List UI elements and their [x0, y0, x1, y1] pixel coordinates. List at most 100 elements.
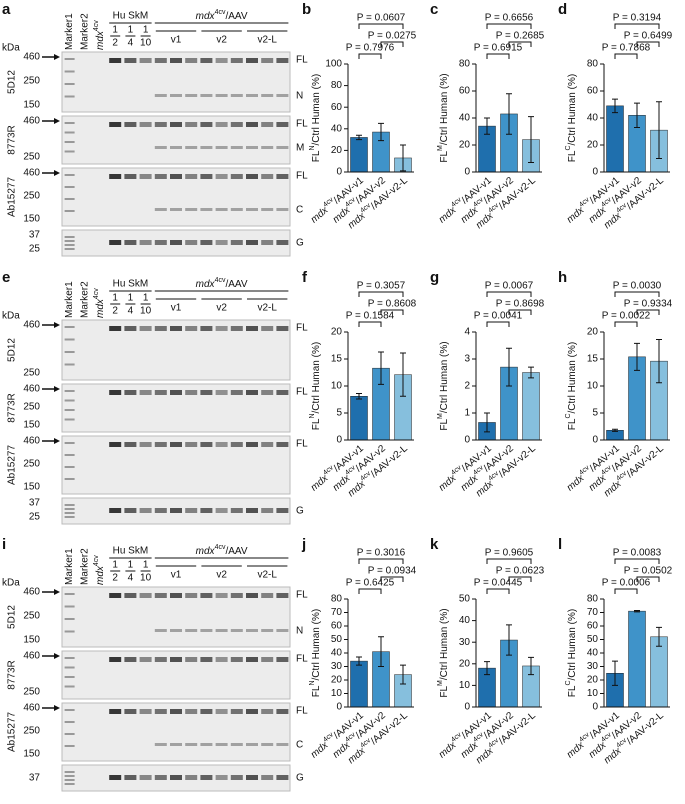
ladder-band	[64, 685, 75, 688]
p-value: P = 0.6656	[485, 13, 534, 24]
arrow-head	[54, 386, 60, 392]
fraction-den: 10	[140, 306, 152, 317]
error-bar	[528, 116, 534, 164]
ladder-band	[64, 666, 75, 669]
p-value: P = 0.9605	[485, 548, 534, 559]
band	[215, 390, 228, 395]
band	[200, 775, 213, 780]
kda-marker: 460	[23, 320, 40, 331]
p-value: P = 0.0275	[368, 31, 417, 42]
p-value: P = 0.0067	[485, 281, 534, 292]
ladder-band	[64, 131, 75, 134]
band	[276, 94, 289, 97]
y-axis-label-part: FL	[439, 685, 450, 697]
bar	[650, 636, 668, 708]
ladder-band	[64, 418, 75, 421]
band	[215, 593, 228, 598]
band	[109, 709, 122, 714]
y-tick-label: 60	[587, 86, 599, 97]
fraction-den: 4	[128, 306, 134, 317]
ladder-band	[64, 454, 75, 456]
lane-label: Marker2	[79, 13, 90, 50]
arrow-head	[54, 438, 60, 444]
lane-label-part: mdx	[95, 30, 106, 50]
error-bar	[656, 626, 662, 647]
y-tick-label: 30	[587, 661, 599, 672]
band	[200, 629, 213, 632]
p-value: P = 0.7868	[602, 43, 651, 54]
band	[276, 593, 289, 598]
band	[246, 146, 258, 149]
error-bar	[378, 122, 384, 142]
p-value: P = 0.3016	[357, 548, 406, 559]
fraction-den: 10	[140, 573, 152, 584]
band	[246, 775, 258, 780]
band	[109, 593, 122, 598]
band	[261, 94, 274, 97]
significance-bracket	[614, 23, 660, 29]
y-tick-label: 10	[587, 688, 599, 699]
band-label: FL	[296, 119, 308, 130]
kda-marker: 150	[23, 214, 40, 225]
ladder-band	[64, 326, 75, 328]
band	[230, 629, 243, 632]
band	[200, 593, 213, 598]
group-label: mdx4cv/AAV	[196, 277, 248, 289]
band	[124, 240, 137, 245]
fraction-num: 1	[112, 25, 118, 36]
band	[109, 775, 122, 780]
p-value: P = 0.0022	[602, 311, 651, 322]
band	[185, 326, 198, 331]
band-label: G	[296, 238, 304, 249]
y-axis-label: FLN/Ctrl Human (%)	[309, 74, 321, 162]
y-tick-label: 20	[587, 140, 599, 151]
panel-label: c	[430, 1, 438, 18]
band	[261, 58, 274, 63]
band	[276, 657, 289, 662]
y-axis-label-part: C	[565, 413, 572, 418]
y-tick-label: 4	[464, 327, 470, 338]
subgroup-label: v2-L	[257, 35, 277, 46]
band	[109, 58, 122, 63]
band	[276, 122, 289, 127]
band	[215, 629, 228, 632]
band	[124, 58, 137, 63]
band	[170, 208, 182, 211]
band	[185, 593, 198, 598]
band-label: FL	[296, 387, 308, 398]
kda-marker: 25	[29, 512, 41, 523]
band	[230, 743, 243, 746]
significance-bracket	[486, 321, 510, 327]
significance-bracket	[358, 53, 382, 59]
ladder-band	[64, 442, 75, 444]
band	[276, 442, 289, 447]
band	[200, 709, 213, 714]
error-bar	[506, 93, 512, 135]
y-axis-label-part: /Ctrl Human (%)	[311, 609, 322, 681]
ladder-band	[64, 618, 75, 620]
panel-label: f	[302, 269, 308, 286]
lane-label: Marker1	[64, 281, 75, 318]
significance-bracket	[358, 23, 404, 29]
error-bar	[506, 624, 512, 656]
ladder-band	[64, 504, 75, 506]
significance-bracket	[636, 576, 660, 582]
significance-bracket	[614, 291, 660, 297]
kda-marker: 460	[23, 168, 40, 179]
band	[200, 146, 213, 149]
ladder-band	[64, 248, 75, 250]
kda-label: kDa	[2, 578, 20, 589]
error-bar	[634, 609, 640, 613]
y-axis-label: FLN/Ctrl Human (%)	[309, 342, 321, 430]
error-bar	[528, 366, 534, 379]
band	[276, 775, 289, 780]
y-tick-label: 60	[331, 102, 343, 113]
band	[170, 629, 182, 632]
band	[154, 657, 167, 662]
ladder-band	[64, 174, 75, 176]
significance-bracket	[358, 291, 404, 297]
y-tick-label: 80	[587, 594, 599, 605]
band	[185, 146, 198, 149]
band	[261, 122, 274, 127]
band	[185, 743, 198, 746]
